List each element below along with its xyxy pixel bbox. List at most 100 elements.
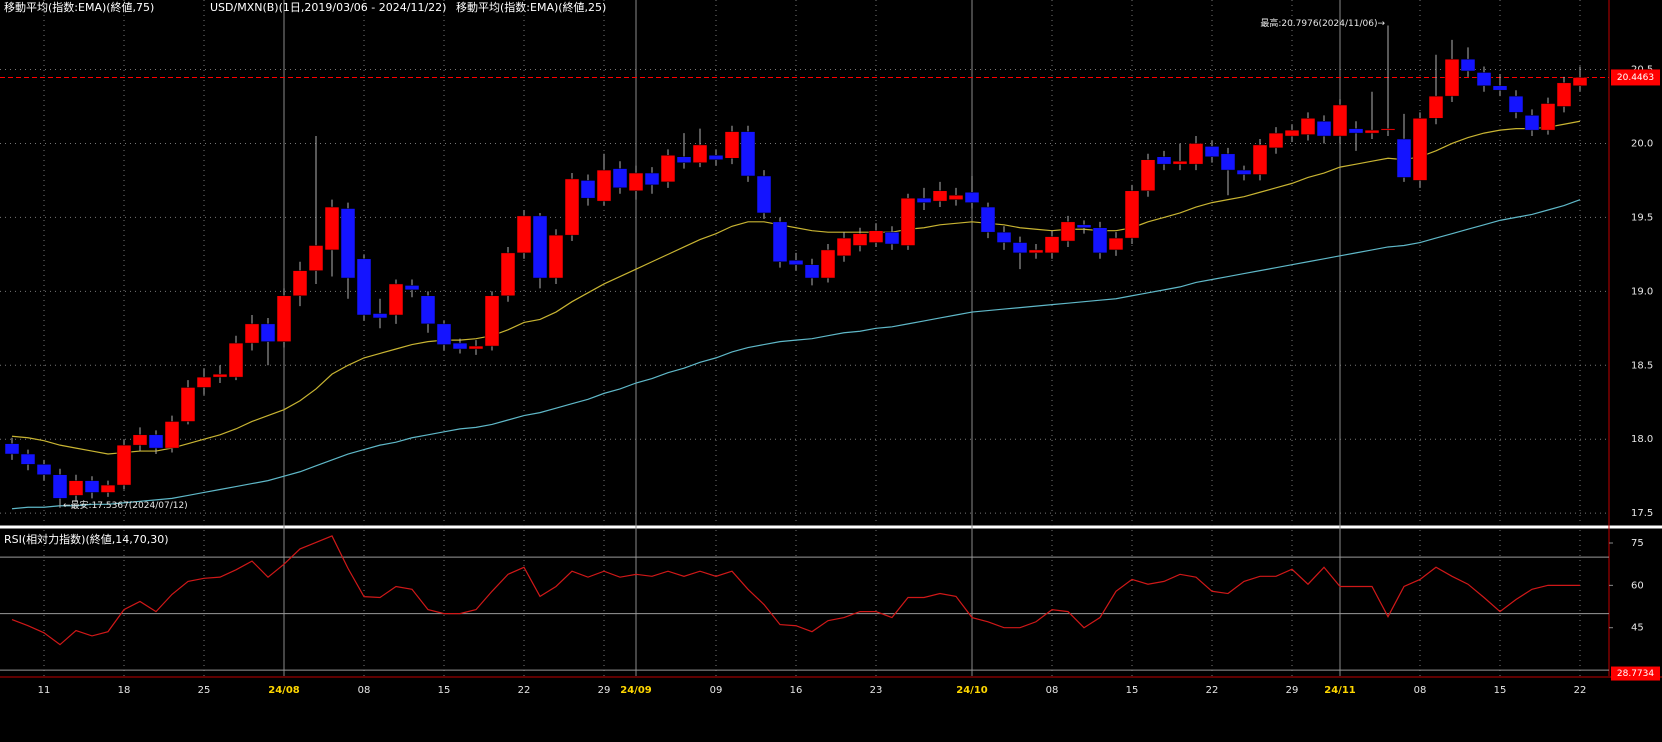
x-tick-label: 24/10 <box>956 685 988 696</box>
candle-body <box>1060 221 1076 242</box>
candle-body <box>1476 72 1492 87</box>
candle-body <box>612 168 628 189</box>
candle-body <box>276 295 292 342</box>
candle-body <box>52 474 68 499</box>
candle-body <box>372 313 388 319</box>
candle-body <box>900 197 916 246</box>
ema-line <box>11 199 1581 510</box>
y-tick-label: 17.5 <box>1631 508 1653 519</box>
candle-body <box>1316 121 1332 137</box>
candle-body <box>1300 118 1316 135</box>
x-tick-label: 29 <box>598 685 611 696</box>
candle-body <box>1444 58 1460 97</box>
candle-body <box>244 323 260 344</box>
candle-body <box>532 215 548 279</box>
candle-body <box>1380 128 1396 131</box>
candle-body <box>20 453 36 465</box>
candle-body <box>324 206 340 251</box>
candle-body <box>1124 190 1140 239</box>
candle-body <box>1492 85 1508 91</box>
candle-body <box>1540 103 1556 131</box>
y-tick-label: 18.0 <box>1631 434 1653 445</box>
candle-body <box>132 434 148 446</box>
candle-body <box>228 342 244 378</box>
candle-body <box>468 345 484 350</box>
y-tick-label: 20.0 <box>1631 138 1653 149</box>
candle-body <box>260 323 276 342</box>
candle-body <box>804 264 820 279</box>
candle-body <box>708 155 724 160</box>
candle-body <box>1428 95 1444 119</box>
x-tick-label: 15 <box>438 685 451 696</box>
x-tick-label: 15 <box>1126 685 1139 696</box>
candle-body <box>948 194 964 200</box>
candle-body <box>660 155 676 183</box>
candle-body <box>1332 104 1348 137</box>
candle-body <box>868 230 884 243</box>
x-tick-label: 24/11 <box>1324 685 1356 696</box>
x-tick-label: 08 <box>1046 685 1059 696</box>
candle-body <box>852 233 868 246</box>
x-tick-label: 18 <box>118 685 131 696</box>
candle-body <box>836 237 852 257</box>
candle-body <box>1412 118 1428 181</box>
x-tick-label: 24/08 <box>268 685 300 696</box>
candle-body <box>1172 160 1188 165</box>
rsi-title: RSI(相対力指数)(終値,14,70,30) <box>4 532 169 546</box>
x-tick-label: 16 <box>790 685 803 696</box>
candle-body <box>1572 77 1588 87</box>
candle-body <box>1140 159 1156 192</box>
candle-body <box>68 480 84 496</box>
candle-body <box>484 295 500 347</box>
candle-body <box>308 245 324 271</box>
x-tick-label: 08 <box>1414 685 1427 696</box>
candle-body <box>1028 249 1044 254</box>
candle-body <box>356 258 372 316</box>
ema25-legend: 移動平均(指数:EMA)(終値,25) <box>456 0 606 14</box>
candle-body <box>4 443 20 455</box>
x-tick-label: 09 <box>710 685 723 696</box>
candle-body <box>340 208 356 279</box>
rsi-last-label: 28.7734 <box>1617 669 1654 679</box>
last-price-label: 20.4463 <box>1617 73 1654 83</box>
rsi-last-box <box>1611 666 1660 681</box>
x-tick-label: 08 <box>358 685 371 696</box>
candle-body <box>692 144 708 163</box>
candle-body <box>36 464 52 475</box>
low-annotation: ←最安:17.5367(2024/07/12) <box>63 499 188 511</box>
candle-body <box>644 172 660 186</box>
candle-body <box>1556 82 1572 107</box>
last-price-box <box>1611 69 1660 86</box>
ema75-legend: 移動平均(指数:EMA)(終値,75) <box>4 0 154 14</box>
candle-body <box>884 231 900 245</box>
high-annotation: 最高:20.7976(2024/11/06)→ <box>1260 17 1385 29</box>
rsi-tick-label: 45 <box>1631 623 1644 634</box>
candle-body <box>100 484 116 493</box>
candle-body <box>596 169 612 202</box>
candle-body <box>916 197 932 203</box>
candle-body <box>1044 236 1060 254</box>
candle-body <box>1108 237 1124 251</box>
candle-body <box>1188 143 1204 165</box>
candle-body <box>436 323 452 345</box>
candle-body <box>1076 224 1092 228</box>
candle-body <box>932 190 948 202</box>
x-tick-label: 25 <box>198 685 211 696</box>
candle-body <box>1092 227 1108 254</box>
candle-body <box>452 342 468 350</box>
candle-body <box>116 444 132 486</box>
candle-body <box>500 252 516 297</box>
x-tick-label: 15 <box>1494 685 1507 696</box>
y-tick-label: 18.5 <box>1631 360 1653 371</box>
candle-body <box>1252 144 1268 175</box>
candle-body <box>180 387 196 422</box>
x-tick-label: 23 <box>870 685 883 696</box>
candle-body <box>164 421 180 449</box>
candle-body <box>1236 169 1252 175</box>
candle-body <box>996 231 1012 243</box>
candle-body <box>548 234 564 279</box>
candle-body <box>564 178 580 236</box>
candle-body <box>980 206 996 233</box>
